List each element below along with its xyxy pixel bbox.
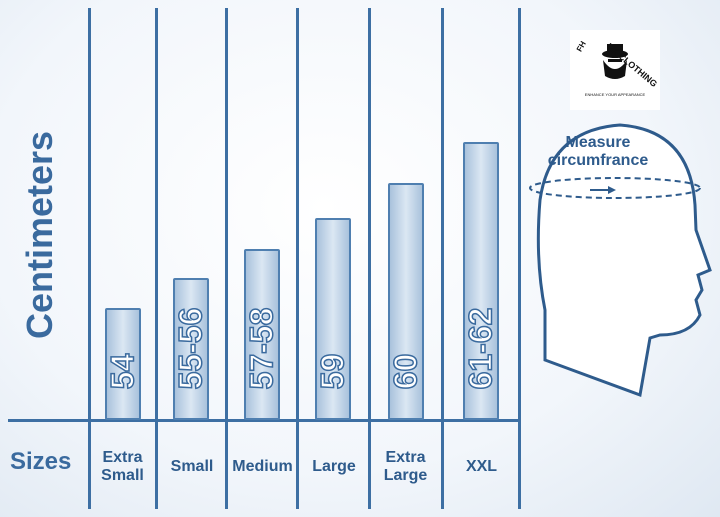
column-line	[155, 8, 158, 509]
cm-label: 54	[103, 353, 141, 390]
cm-label: 55-56	[172, 307, 210, 390]
bar	[243, 249, 280, 420]
cm-label: 61-62	[461, 307, 499, 390]
cm-box: 55-56	[172, 278, 210, 396]
size-label: Extra Large	[383, 449, 428, 484]
bar	[387, 183, 424, 420]
bar	[315, 218, 351, 420]
cm-label: 57-58	[242, 307, 280, 390]
bar	[104, 308, 141, 420]
size-label: Medium	[232, 458, 293, 475]
row-label: Sizes	[10, 448, 72, 475]
axis-label-box: Centimeters	[0, 110, 80, 360]
column-line	[296, 8, 299, 509]
divider	[8, 419, 520, 422]
logo: FH UK CLOTHING ENHANCE YOUR APPEARANCE	[570, 30, 660, 110]
size-label: XXL	[465, 458, 498, 475]
column-line	[441, 8, 444, 509]
cm-box: 57-58	[242, 249, 280, 396]
column-line	[368, 8, 371, 509]
cm-box: 61-62	[461, 142, 499, 396]
column-line	[225, 8, 228, 509]
size-label: Small	[170, 458, 214, 475]
column-line	[88, 8, 91, 509]
cm-box: 54	[103, 308, 141, 396]
axis-label: Centimeters	[19, 130, 61, 340]
bar	[173, 278, 209, 420]
column-line	[518, 8, 521, 509]
logo-art	[602, 44, 628, 79]
cm-label: 60	[386, 353, 424, 390]
size-label: Large	[312, 458, 356, 475]
size-label: Extra Small	[101, 449, 144, 484]
bar	[462, 142, 499, 420]
logo-tagline: ENHANCE YOUR APPEARANCE	[584, 92, 646, 97]
cm-box: 59	[314, 218, 352, 396]
head-label: Measure circumfrance	[547, 134, 649, 169]
cm-label: 59	[314, 353, 352, 390]
cm-box: 60	[386, 183, 424, 396]
head-diagram	[529, 123, 712, 398]
